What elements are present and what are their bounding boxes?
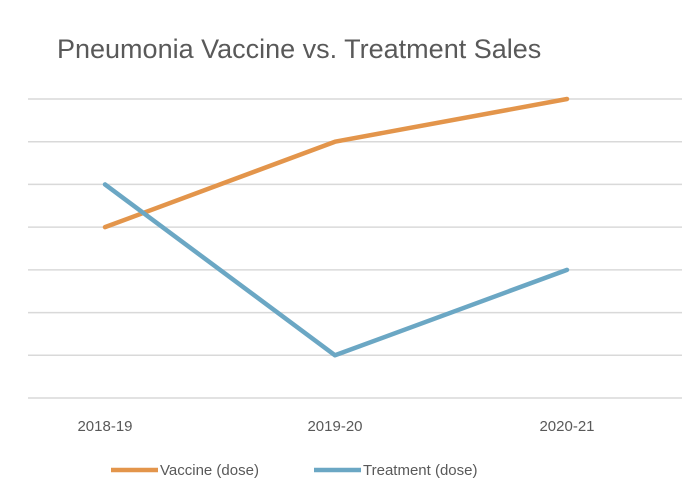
- x-tick-label: 2019-20: [307, 418, 362, 435]
- gridlines: [28, 98, 682, 399]
- series-line-0: [102, 96, 570, 230]
- legend-label: Treatment (dose): [363, 462, 478, 479]
- x-axis-tick-labels: 2018-19 2019-20 2020-21: [77, 418, 594, 435]
- x-tick-label: 2018-19: [77, 418, 132, 435]
- x-tick-label: 2020-21: [539, 418, 594, 435]
- chart-title: Pneumonia Vaccine vs. Treatment Sales: [57, 34, 542, 64]
- series-lines: [102, 96, 570, 358]
- legend-label: Vaccine (dose): [160, 462, 259, 479]
- legend: Vaccine (dose) Treatment (dose): [111, 462, 478, 479]
